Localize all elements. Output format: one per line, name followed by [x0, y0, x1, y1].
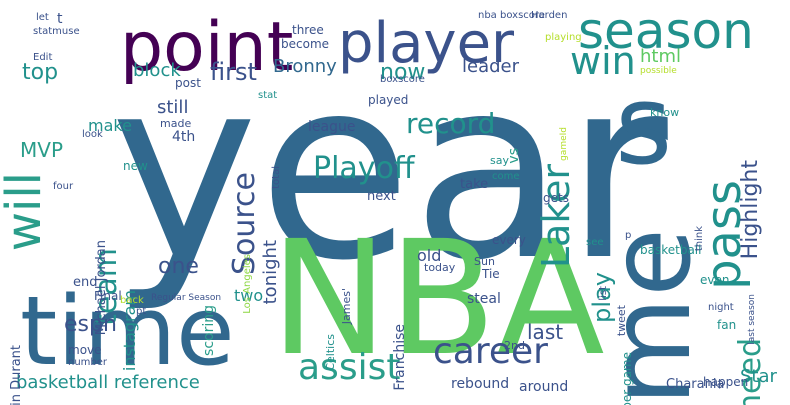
word-year: year — [110, 24, 668, 315]
word-let: let — [36, 12, 49, 23]
word-next: next — [367, 189, 396, 204]
word-come: come — [492, 171, 520, 182]
word-basketball-reference: basketball reference — [16, 372, 200, 393]
word-possible: possible — [640, 66, 677, 76]
word-think: think — [694, 226, 705, 252]
word-regular-season: Regular Season — [151, 293, 222, 303]
word-time: time — [20, 277, 235, 387]
word-vs: vs — [506, 148, 522, 164]
word-happen: happen — [703, 375, 749, 389]
word-playoff: Playoff — [313, 151, 415, 186]
word-fan: fan — [717, 318, 737, 332]
word-win: win — [570, 39, 636, 83]
word-boxscore: boxscore — [380, 74, 425, 85]
word-four: four — [53, 181, 74, 192]
word-star: Star — [740, 366, 777, 387]
word-james: James' — [340, 288, 353, 325]
word-stat: stat — [258, 90, 278, 101]
word-will: will — [0, 172, 52, 252]
word-today: today — [424, 261, 456, 274]
word-two: two — [234, 286, 264, 305]
word-2nd: 2nd — [504, 339, 525, 352]
word-charania: Charania — [666, 377, 725, 392]
word-tie: Tie — [482, 267, 500, 281]
word-one: one — [158, 254, 199, 279]
word-highlight: Highlight — [738, 160, 763, 260]
word-around: around — [519, 379, 569, 395]
word-gets: gets — [543, 191, 569, 205]
word-tweet: tweet — [615, 305, 628, 337]
word-point: point — [120, 8, 294, 87]
word-last-season: last season — [747, 294, 757, 345]
word-night: night — [708, 302, 734, 313]
word-sun: Sun — [474, 255, 495, 268]
word-playing: playing — [545, 32, 582, 43]
word-still: still — [157, 97, 189, 118]
word-laker: Laker — [534, 164, 578, 269]
word-los-angeles: Los Angeles — [242, 254, 253, 314]
word-leader: leader — [462, 56, 520, 77]
word-last: last — [527, 320, 564, 344]
word-played: played — [368, 93, 409, 107]
word-edit: Edit — [33, 52, 53, 63]
word-record: record — [406, 107, 496, 140]
word-s: s — [615, 61, 673, 189]
word-harden: Harden — [531, 10, 568, 21]
word-career: career — [433, 331, 548, 372]
word-three: three — [292, 23, 324, 37]
word-statmuse: statmuse — [33, 26, 80, 37]
word-even: even — [700, 273, 730, 287]
word-league: league — [308, 119, 356, 135]
word-final: Final — [94, 289, 122, 303]
word-say: say — [490, 154, 509, 167]
word-per-game: per game — [620, 352, 634, 405]
word-celtics: Celtics — [324, 334, 337, 371]
word-make: make — [88, 116, 132, 135]
word-now: now — [380, 60, 426, 85]
word-mvp: MVP — [20, 138, 63, 162]
word-old: old — [417, 246, 442, 265]
word-espn: espn — [64, 312, 117, 337]
word-steal: steal — [467, 291, 501, 307]
word-scoring: scoring — [201, 305, 217, 356]
word-made: made — [160, 117, 192, 130]
word-new: new — [123, 159, 148, 173]
word-t: t — [57, 11, 63, 27]
word-list: list — [598, 286, 609, 301]
word-rebound: rebound — [451, 376, 510, 392]
word-know: know — [650, 106, 680, 119]
word-first: first — [210, 58, 257, 86]
word-p: p — [625, 230, 632, 241]
word-html: html — [640, 46, 682, 67]
word-look: look — [82, 129, 103, 140]
word-end: end — [73, 275, 98, 290]
word-season: season — [578, 2, 754, 60]
word-4th: 4th — [172, 129, 196, 145]
word-become: become — [281, 37, 330, 51]
word-post: post — [175, 76, 201, 90]
word-kevin-durant: Kevin Durant — [9, 345, 24, 405]
word-franchise: Franchise — [392, 324, 408, 391]
word-top: top — [22, 60, 59, 85]
word-total: total — [271, 166, 282, 189]
word-tonight: tonight — [260, 240, 281, 305]
word-take: take — [460, 177, 489, 192]
word-nba-boxscore: nba boxscore — [478, 10, 545, 21]
word-number: number — [68, 357, 108, 368]
word-bronny: Bronny — [273, 56, 337, 77]
word-pt: pt — [136, 306, 147, 317]
word-every: every — [492, 233, 526, 247]
word-back: back — [120, 295, 144, 306]
word-block: block — [133, 60, 181, 81]
word-see: see — [586, 237, 604, 248]
word-player: player — [338, 11, 515, 76]
word-move: move — [68, 343, 102, 357]
word-assist: assist — [298, 347, 401, 388]
word-basketball: basketball — [640, 243, 702, 257]
word-nba: NBA — [270, 207, 605, 391]
word-gameid: gameId — [559, 127, 569, 161]
